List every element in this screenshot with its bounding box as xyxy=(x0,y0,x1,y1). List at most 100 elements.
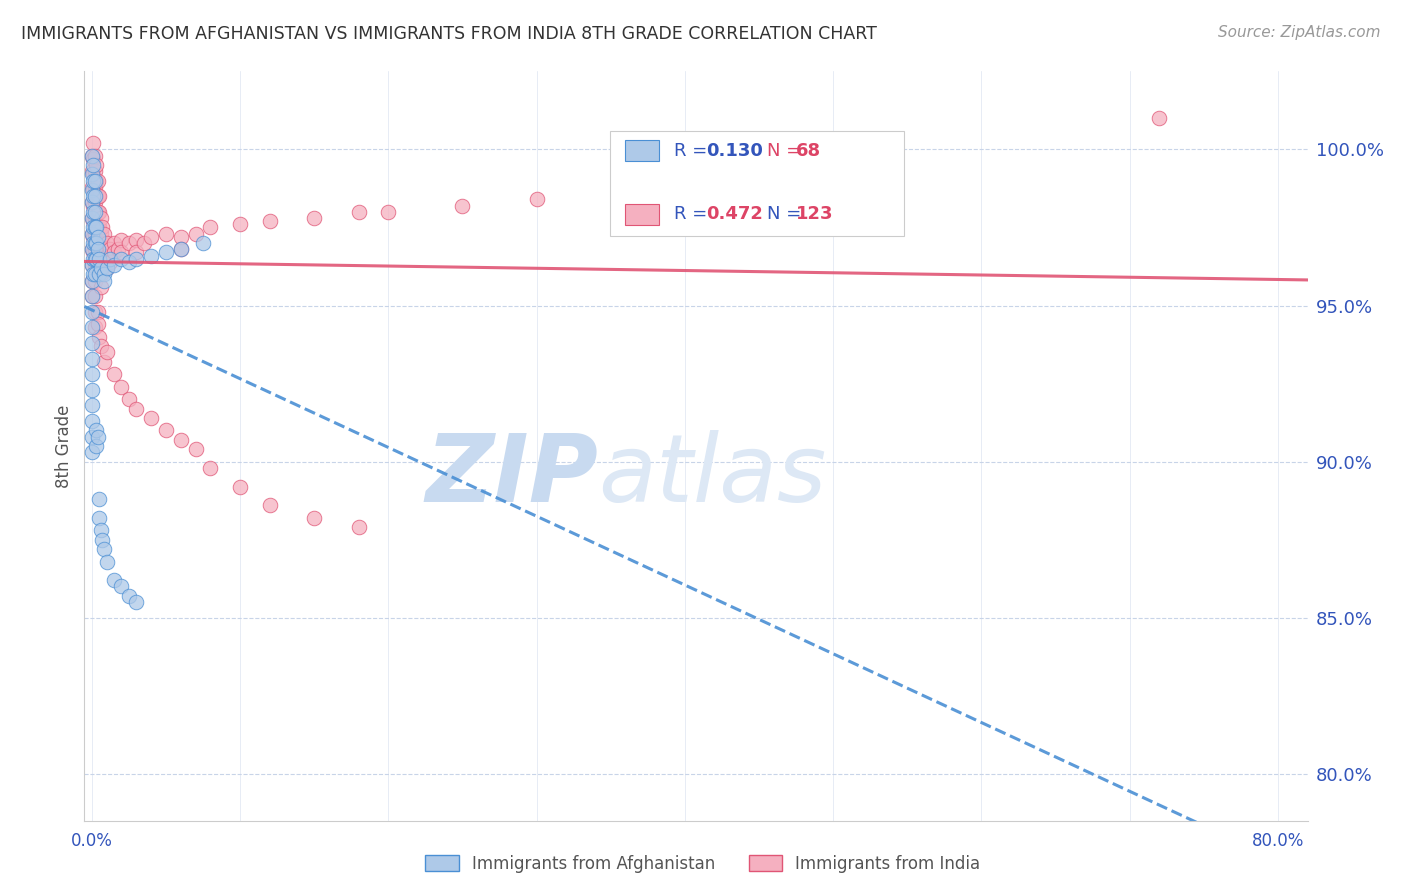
Point xyxy=(80,430,103,444)
Text: 68: 68 xyxy=(796,142,821,160)
Point xyxy=(93,541,115,556)
Point xyxy=(80,195,103,210)
Point xyxy=(526,193,548,207)
Point xyxy=(89,220,111,235)
Point xyxy=(82,174,104,188)
Point xyxy=(125,252,148,266)
Point xyxy=(103,236,125,251)
Point xyxy=(118,236,141,251)
Point xyxy=(83,189,105,203)
Point xyxy=(302,211,325,226)
Point xyxy=(83,148,105,162)
Legend: Immigrants from Afghanistan, Immigrants from India: Immigrants from Afghanistan, Immigrants … xyxy=(419,848,987,880)
Point xyxy=(82,152,104,166)
Text: ZIP: ZIP xyxy=(425,430,598,522)
Point xyxy=(83,227,105,241)
Point xyxy=(80,195,103,210)
Point xyxy=(347,204,370,219)
Point xyxy=(82,136,104,150)
Point xyxy=(83,242,105,256)
Point xyxy=(86,252,108,266)
Point xyxy=(80,179,103,194)
Point xyxy=(89,236,111,251)
Point xyxy=(302,510,325,524)
Point xyxy=(80,258,103,272)
Point xyxy=(347,520,370,534)
Point xyxy=(80,304,103,318)
Point xyxy=(83,204,105,219)
Point xyxy=(80,368,103,382)
Point xyxy=(110,252,132,266)
Point xyxy=(96,260,118,275)
Point xyxy=(107,242,129,256)
Point xyxy=(82,220,104,235)
Point xyxy=(139,230,162,244)
Point xyxy=(98,255,121,269)
Point xyxy=(89,510,111,524)
Point xyxy=(83,236,105,251)
Point xyxy=(125,401,148,416)
Point xyxy=(103,574,125,588)
Point xyxy=(83,174,105,188)
Point xyxy=(86,220,108,235)
Point xyxy=(84,220,107,235)
Text: N =: N = xyxy=(766,205,807,224)
Point xyxy=(86,318,108,332)
Point xyxy=(82,183,104,197)
Point xyxy=(86,304,108,318)
Point xyxy=(155,423,177,437)
Point xyxy=(259,214,281,228)
Text: 123: 123 xyxy=(796,205,834,224)
Point xyxy=(86,242,108,256)
Point xyxy=(80,445,103,459)
Point xyxy=(125,245,148,260)
Text: R =: R = xyxy=(673,142,713,160)
Point xyxy=(84,236,107,251)
Point xyxy=(80,351,103,366)
Point xyxy=(170,433,193,447)
Point xyxy=(80,164,103,178)
Point xyxy=(80,211,103,226)
Point xyxy=(91,220,114,235)
Point xyxy=(170,230,193,244)
Point xyxy=(200,460,222,475)
Point xyxy=(110,379,132,393)
Point xyxy=(89,492,111,507)
Point xyxy=(83,195,105,210)
Point xyxy=(84,252,107,266)
Point xyxy=(89,268,111,282)
FancyBboxPatch shape xyxy=(610,131,904,236)
Point xyxy=(90,242,112,256)
Point xyxy=(80,183,103,197)
Point xyxy=(103,245,125,260)
Point xyxy=(139,410,162,425)
Point xyxy=(83,179,105,194)
Point xyxy=(89,330,111,344)
Point xyxy=(83,289,105,303)
Point xyxy=(1149,111,1171,125)
Point xyxy=(84,268,107,282)
Point xyxy=(96,248,118,262)
Point xyxy=(90,260,112,275)
Point xyxy=(91,236,114,251)
Point xyxy=(83,258,105,272)
Point xyxy=(90,523,112,537)
Point xyxy=(84,174,107,188)
Text: atlas: atlas xyxy=(598,431,827,522)
Point xyxy=(82,158,104,172)
Point xyxy=(80,258,103,272)
Point xyxy=(377,204,399,219)
Point xyxy=(89,204,111,219)
Point xyxy=(80,289,103,303)
Point xyxy=(110,245,132,260)
Point xyxy=(139,248,162,262)
Point xyxy=(118,392,141,406)
Text: 0.130: 0.130 xyxy=(706,142,762,160)
Point xyxy=(110,233,132,247)
Point xyxy=(86,204,108,219)
Point xyxy=(90,227,112,241)
Point xyxy=(82,230,104,244)
Point xyxy=(80,336,103,351)
Text: Source: ZipAtlas.com: Source: ZipAtlas.com xyxy=(1218,25,1381,40)
Point xyxy=(96,260,118,275)
